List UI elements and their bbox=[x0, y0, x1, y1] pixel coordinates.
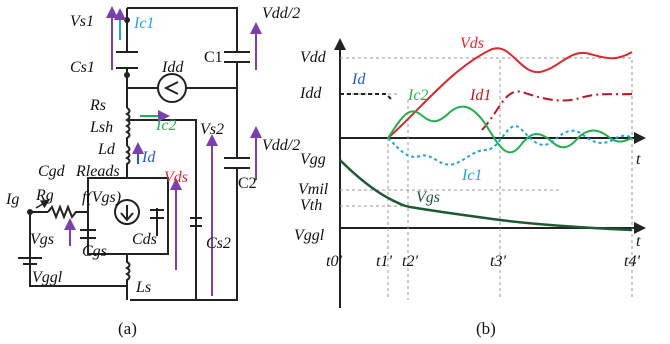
ylabel-vmil: Vmil bbox=[298, 181, 329, 198]
curve-ic2 bbox=[387, 105, 633, 154]
curve-vgs bbox=[339, 159, 633, 232]
label-vs1: Vs1 bbox=[70, 13, 94, 30]
xlabel-t-top: t bbox=[636, 151, 641, 168]
label-c2: C2 bbox=[238, 175, 257, 192]
curve-id1 bbox=[481, 90, 633, 131]
waveform-diagram: Vdd Idd Vgg Vmil Vth Vggl t t t0' t1' t2… bbox=[294, 35, 646, 338]
ylabel-vth: Vth bbox=[300, 197, 322, 214]
caption-b: (b) bbox=[476, 319, 496, 338]
label-vs2: Vs2 bbox=[200, 121, 224, 138]
xlabel-t0: t0' bbox=[326, 253, 342, 270]
label-cgs: Cgs bbox=[82, 243, 107, 260]
xlabel-t1: t1' bbox=[376, 253, 392, 270]
ylabel-vdd: Vdd bbox=[300, 49, 327, 66]
curve-label-id1: Id1 bbox=[469, 87, 491, 104]
label-cs1: Cs1 bbox=[70, 59, 95, 76]
label-ig: Ig bbox=[5, 191, 19, 208]
label-ld: Ld bbox=[97, 141, 116, 158]
label-rleads: Rleads bbox=[75, 163, 120, 180]
label-vgs: Vgs bbox=[30, 231, 54, 248]
xlabel-t-bottom: t bbox=[636, 233, 641, 250]
inductor-rs-lsh bbox=[125, 107, 131, 146]
label-ls: Ls bbox=[135, 279, 151, 296]
label-ic1: Ic1 bbox=[133, 15, 154, 32]
curve-vds bbox=[387, 47, 633, 139]
curve-label-vgs: Vgs bbox=[416, 189, 440, 206]
curve-label-vds: Vds bbox=[460, 35, 484, 52]
label-ic2: Ic2 bbox=[155, 117, 176, 134]
label-c1: C1 bbox=[204, 49, 223, 66]
circuit-diagram: Vs1 Ic1 Cs1 Vdd/2 C1 Idd Rs Lsh Ld Ic2 V… bbox=[5, 5, 300, 338]
arrow-ig bbox=[35, 199, 50, 209]
resistor-rg bbox=[47, 204, 88, 220]
label-vdd2-top: Vdd/2 bbox=[262, 5, 300, 22]
label-rs: Rs bbox=[89, 97, 106, 114]
ylabel-vgg: Vgg bbox=[300, 151, 326, 168]
xlabel-t4: t4' bbox=[624, 253, 640, 270]
curve-label-ic1: Ic1 bbox=[461, 167, 482, 184]
curve-ic1 bbox=[387, 125, 633, 166]
ylabel-vggl: Vggl bbox=[294, 227, 325, 244]
label-lsh: Lsh bbox=[89, 119, 113, 136]
label-rg: Rg bbox=[35, 187, 54, 204]
caption-a: (a) bbox=[118, 319, 137, 338]
label-f-vgs: f(Vgs) bbox=[82, 189, 121, 206]
xlabel-t3: t3' bbox=[490, 253, 506, 270]
wire-top bbox=[127, 7, 238, 52]
label-vdd2-bot: Vdd/2 bbox=[262, 137, 300, 154]
label-id: Id bbox=[141, 149, 156, 166]
curve-label-id: Id bbox=[351, 71, 366, 88]
current-source-idd bbox=[157, 73, 187, 103]
label-cds: Cds bbox=[132, 231, 157, 248]
xlabel-t2: t2' bbox=[402, 253, 418, 270]
label-vds: Vds bbox=[164, 169, 188, 186]
label-vggl: Vggl bbox=[32, 269, 63, 286]
curve-id bbox=[340, 93, 393, 101]
curve-label-ic2: Ic2 bbox=[407, 87, 428, 104]
label-cgd: Cgd bbox=[38, 163, 66, 180]
label-cs2: Cs2 bbox=[206, 235, 231, 252]
dependent-source bbox=[114, 199, 140, 225]
ylabel-idd: Idd bbox=[299, 85, 322, 102]
label-idd: Idd bbox=[161, 59, 184, 76]
